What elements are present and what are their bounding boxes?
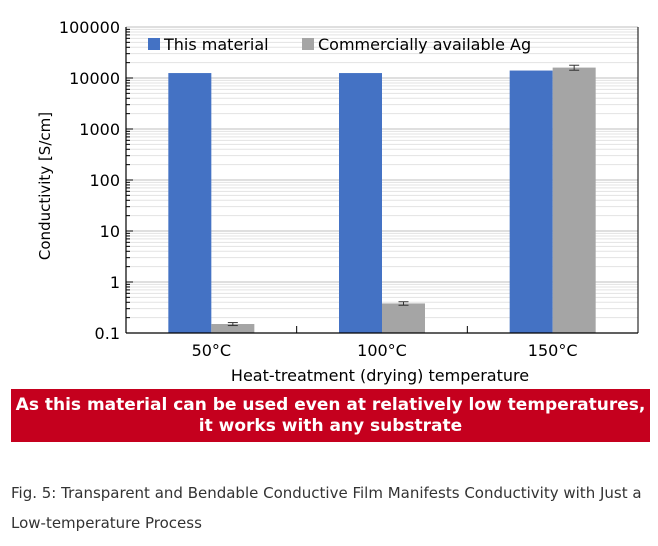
bar: [509, 70, 553, 333]
y-tick-label: 100: [89, 171, 120, 190]
bar: [168, 73, 212, 333]
legend-swatch: [148, 38, 160, 50]
y-tick-label: 0.1: [95, 324, 120, 343]
x-tick-label: 100°C: [357, 341, 407, 360]
y-tick-label: 100000: [59, 18, 120, 37]
y-tick-label: 10000: [69, 69, 120, 88]
bars: [168, 64, 596, 334]
legend: This material Commercially available Ag: [148, 35, 531, 54]
y-tick-label: 10: [100, 222, 120, 241]
bar: [382, 303, 425, 333]
banner-line-2: it works with any substrate: [198, 415, 463, 436]
conductivity-chart: 50°C 100°C 150°C 100000 10000 1000 100 10 1 0.1 T…: [36, 18, 639, 385]
y-tick-label: 1000: [79, 120, 120, 139]
figure-caption: Fig. 5: Transparent and Bendable Conduct…: [11, 484, 642, 532]
legend-swatch: [302, 38, 314, 50]
bar: [211, 324, 255, 333]
legend-label: Commercially available Ag: [318, 35, 531, 54]
highlight-banner: As this material can be used even at rel…: [11, 389, 650, 442]
y-axis-label: Conductivity [S/cm]: [36, 112, 54, 260]
axes: 50°C 100°C 150°C 100000 10000 1000 100 10 1 0.1: [59, 18, 639, 360]
y-tick-label: 1: [110, 273, 120, 292]
x-tick-label: 150°C: [528, 341, 578, 360]
bar: [552, 67, 596, 334]
x-axis-label: Heat-treatment (drying) temperature: [231, 366, 529, 385]
banner-line-1: As this material can be used even at rel…: [15, 394, 646, 415]
legend-label: This material: [163, 35, 269, 54]
bar: [339, 73, 382, 333]
x-tick-label: 50°C: [192, 341, 232, 360]
